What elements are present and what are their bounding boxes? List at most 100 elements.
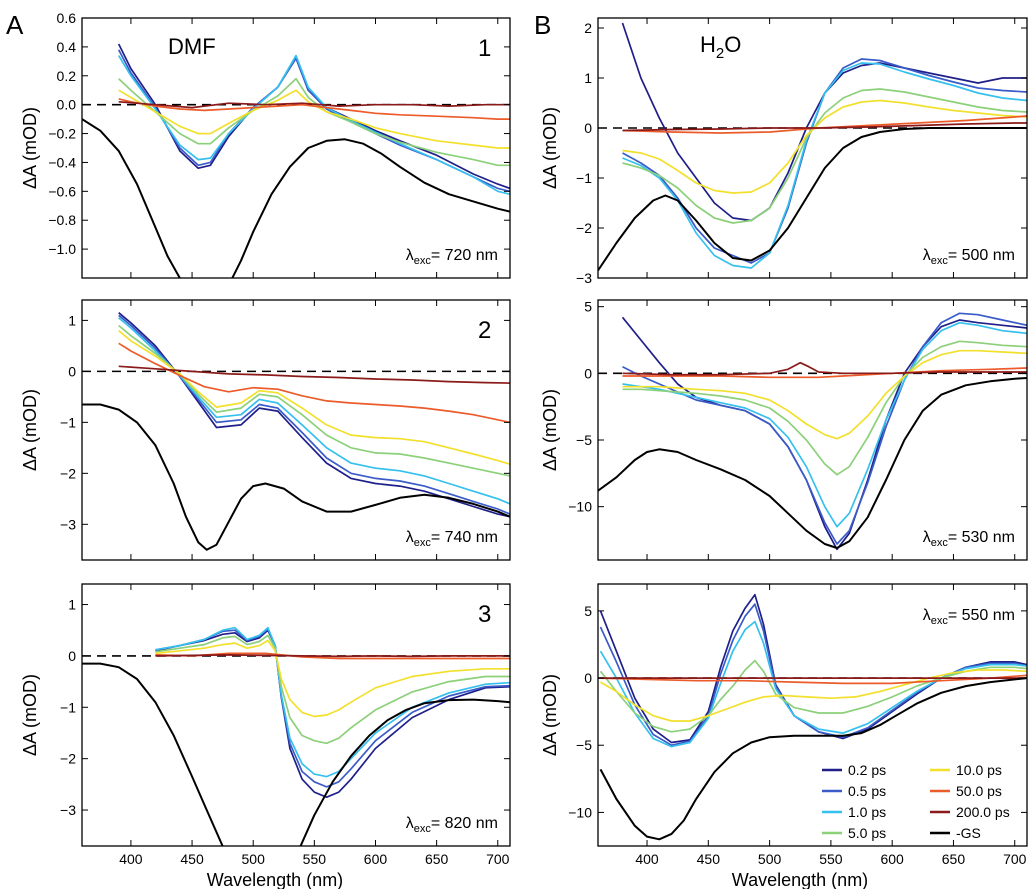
series-line-0-5-ps (155, 628, 510, 788)
series-group (599, 593, 1027, 841)
plot-frame (597, 583, 1028, 847)
chart-panel-a-1: 0.6 0.4 0.2 0.0 −0.2 −0.4 −0.6 −0.8 −1.0 ΔA (mOD)… (20, 10, 511, 279)
plot-frame (81, 17, 511, 279)
x-tick-label: 600 (880, 851, 904, 867)
series-line-200-0-ps (622, 361, 1027, 376)
series-line-gs (599, 677, 1027, 841)
series-line-0-5-ps (117, 49, 510, 193)
y-axis-label: ΔA (mOD) (540, 674, 560, 756)
series-line-50-0-ps (600, 674, 1027, 685)
y-tick-label: 0.4 (57, 39, 77, 55)
y-tick-label: 0 (584, 365, 592, 381)
y-tick-label: −2 (60, 465, 76, 481)
series-line-10-0-ps (622, 349, 1027, 440)
y-tick-label: 1 (68, 597, 76, 613)
series-line-1-0-ps (117, 54, 510, 196)
legend-entry-50-0-ps: 50.0 ps (956, 783, 1002, 799)
y-tick-label: 0.2 (57, 68, 77, 84)
y-axis-label: ΔA (mOD) (540, 389, 560, 471)
y-tick-label: 0 (584, 120, 592, 136)
series-line-gs (82, 662, 510, 846)
panel-letter-a: A (6, 10, 24, 40)
x-tick-label: 400 (635, 851, 659, 867)
x-tick-label: 650 (942, 851, 966, 867)
y-tick-label: 0 (68, 648, 76, 664)
y-tick-label: 0 (584, 670, 592, 686)
series-line-0-2-ps (621, 316, 1027, 551)
series-line-200-0-ps (155, 654, 510, 658)
series-line-0-2-ps (621, 22, 1027, 222)
y-tick-label: 0.6 (57, 10, 77, 26)
x-tick-label: 700 (486, 851, 510, 867)
y-axis-label: ΔA (mOD) (20, 107, 40, 189)
y-tick-label: 1 (68, 312, 76, 328)
chart-panel-b-2: 5 0 −5 −10 ΔA (mOD) λexc= 530 nm (540, 299, 1028, 561)
y-tick-label: −3 (60, 516, 76, 532)
series-group (82, 43, 510, 278)
series-line-10-0-ps (600, 669, 1027, 722)
series-line-200-0-ps (622, 122, 1027, 132)
series-line-5-0-ps (622, 88, 1027, 224)
series-line-50-0-ps (118, 98, 510, 120)
series-line-10-0-ps (155, 639, 510, 718)
series-line-5-0-ps (118, 77, 510, 167)
series-group (82, 312, 510, 551)
legend-entry-0-5-ps: 0.5 ps (848, 783, 886, 799)
plot-frame (597, 17, 1028, 279)
series-line-10-0-ps (118, 329, 510, 466)
series-line-200-0-ps (118, 365, 510, 384)
x-tick-label: 650 (425, 851, 449, 867)
series-line-50-0-ps (622, 367, 1027, 379)
y-tick-label: 0.0 (57, 97, 77, 113)
legend-entry-1-0-ps: 1.0 ps (848, 804, 886, 820)
y-axis-label: ΔA (mOD) (20, 674, 40, 756)
series-line-gs (82, 403, 510, 551)
y-tick-label: 0 (68, 363, 76, 379)
series-group (82, 626, 510, 846)
panel-letter-b: B (534, 10, 551, 40)
x-tick-label: 700 (1003, 851, 1027, 867)
compound-number: 2 (478, 317, 491, 344)
chart-panel-b-3: 400 450 500 550 600 650 700 5 0 −5 −10 ΔA (mOD) λexc… (540, 583, 1028, 867)
y-tick-label: −3 (60, 802, 76, 818)
plot-frame (597, 299, 1028, 561)
y-tick-label: −0.8 (48, 212, 76, 228)
y-tick-label: 1 (584, 70, 592, 86)
excitation-label: λexc= 720 nm (406, 247, 498, 267)
y-tick-label: −3 (576, 270, 592, 286)
series-line-1-0-ps (622, 321, 1027, 528)
chart-panel-b-1: 2 1 0 −1 −2 −3 ΔA (mOD) λexc= 500 nm (540, 17, 1028, 286)
plot-frame (81, 583, 511, 847)
chart-panel-a-2: 1 0 −1 −2 −3 ΔA (mOD) 2 λexc= 740 nm (20, 299, 511, 561)
series-line-gs (598, 377, 1027, 549)
x-axis-label-left: Wavelength (nm) (207, 870, 343, 889)
y-tick-label: −0.6 (48, 183, 76, 199)
series-line-1-0-ps (622, 62, 1027, 269)
series-line-gs (82, 118, 510, 278)
series-line-0-5-ps (599, 603, 1027, 747)
panels: 0.6 0.4 0.2 0.0 −0.2 −0.4 −0.6 −0.8 −1.0 ΔA (mOD)… (20, 10, 1028, 867)
x-tick-label: 550 (303, 851, 327, 867)
series-line-10-0-ps (118, 89, 510, 149)
y-axis-label: ΔA (mOD) (20, 389, 40, 471)
x-tick-label: 450 (697, 851, 721, 867)
series-line-200-0-ps (118, 100, 510, 109)
series-group (598, 22, 1027, 272)
y-tick-label: −0.4 (48, 154, 76, 170)
excitation-label: λexc= 500 nm (923, 247, 1015, 267)
y-tick-label: −1 (576, 170, 592, 186)
y-tick-label: −5 (576, 737, 592, 753)
x-tick-label: 500 (242, 851, 266, 867)
excitation-label: λexc= 550 nm (923, 607, 1015, 627)
y-tick-label: −1 (60, 414, 76, 430)
x-tick-label: 400 (119, 851, 143, 867)
legend-entry-200-0-ps: 200.0 ps (956, 804, 1010, 820)
series-line-5-0-ps (622, 340, 1027, 476)
series-line-5-0-ps (118, 324, 510, 477)
series-line-gs (598, 127, 1027, 272)
legend: 0.2 ps 0.5 ps 1.0 ps 5.0 ps 10.0 ps 50.0 ps 20… (822, 762, 1010, 841)
x-tick-label: 550 (819, 851, 843, 867)
compound-number: 3 (478, 601, 491, 628)
y-tick-label: 2 (584, 20, 592, 36)
